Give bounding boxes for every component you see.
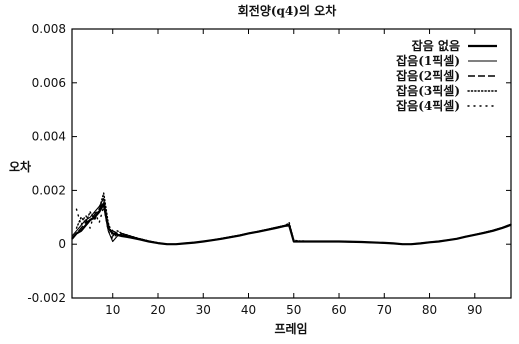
y-tick-label: 0.004	[32, 130, 66, 144]
series-line-4	[75, 192, 512, 245]
legend-label: 잡음(4픽셀)	[396, 98, 460, 113]
y-tick-label: 0.006	[32, 76, 66, 90]
legend-label: 잡음(3픽셀)	[396, 83, 460, 98]
y-axis: -0.002 0 0.002 0.004 0.006 0.008	[27, 22, 511, 305]
x-tick-label: 80	[422, 303, 437, 317]
series-layer	[71, 192, 512, 246]
y-tick-label: 0.008	[32, 22, 66, 36]
y-tick-label: 0	[58, 237, 66, 251]
x-tick-label: 90	[467, 303, 482, 317]
x-axis: 10 20 30 40 50 60 70 80 90	[105, 29, 482, 317]
x-tick-label: 10	[105, 303, 120, 317]
y-tick-label: 0.002	[32, 183, 66, 197]
x-axis-label: 프레임	[274, 321, 307, 336]
chart-title: 회전양(q4)의 오차	[238, 3, 337, 18]
legend-label: 잡음 없음	[412, 38, 460, 53]
legend-label: 잡음(1픽셀)	[396, 53, 460, 68]
x-tick-label: 50	[286, 303, 301, 317]
x-tick-label: 30	[196, 303, 211, 317]
y-tick-label: -0.002	[27, 291, 66, 305]
x-tick-label: 20	[150, 303, 165, 317]
legend-label: 잡음(2픽셀)	[396, 68, 460, 83]
y-axis-label: 오차	[9, 159, 31, 174]
x-tick-label: 40	[241, 303, 256, 317]
x-tick-label: 60	[331, 303, 346, 317]
plot-area-frame	[71, 28, 512, 299]
x-tick-label: 70	[377, 303, 392, 317]
